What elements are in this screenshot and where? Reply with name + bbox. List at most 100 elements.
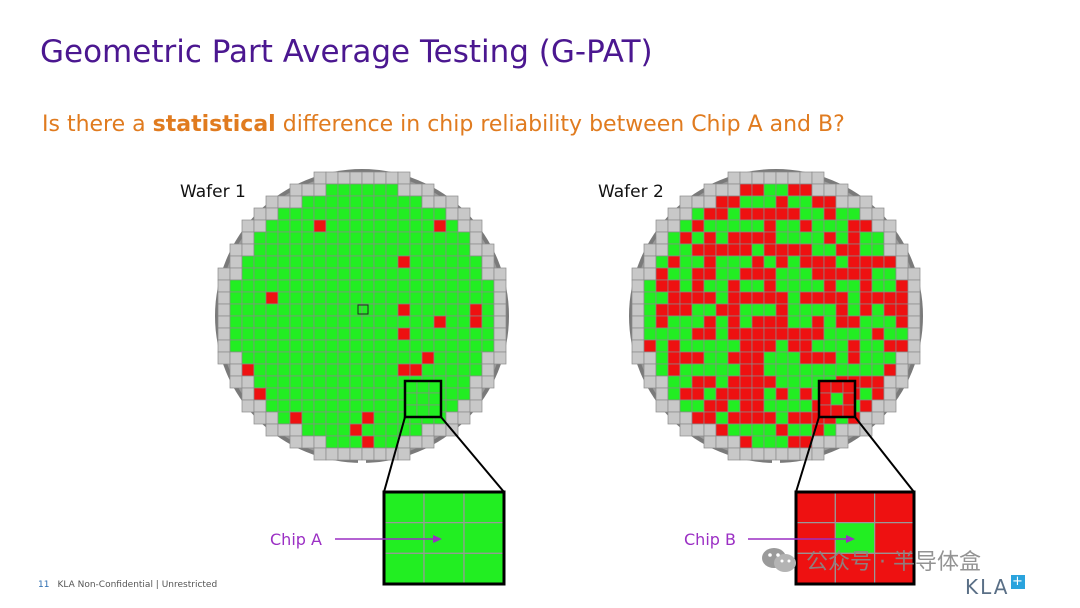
die	[799, 219, 813, 233]
die	[835, 219, 849, 233]
die	[799, 183, 813, 197]
die	[337, 243, 351, 257]
wafer-1-notch	[358, 458, 366, 464]
die	[337, 423, 351, 437]
die	[325, 387, 339, 401]
die	[289, 279, 303, 293]
die	[895, 267, 909, 281]
die	[739, 339, 753, 353]
magnified-die	[463, 522, 505, 554]
die	[301, 327, 315, 341]
die	[739, 195, 753, 209]
die	[421, 435, 435, 449]
die	[799, 327, 813, 341]
die	[289, 435, 303, 449]
die	[847, 351, 861, 365]
die	[883, 267, 897, 281]
die	[481, 303, 495, 317]
die	[421, 231, 435, 245]
die	[751, 375, 765, 389]
die	[313, 255, 327, 269]
leader-line-right	[440, 416, 505, 493]
die	[667, 207, 681, 221]
die	[667, 327, 681, 341]
die	[895, 243, 909, 257]
die	[397, 291, 411, 305]
die	[457, 339, 471, 353]
die	[313, 327, 327, 341]
die	[835, 435, 849, 449]
die	[433, 243, 447, 257]
die	[349, 447, 363, 461]
die	[361, 387, 375, 401]
die	[289, 315, 303, 329]
die	[421, 279, 435, 293]
die	[349, 291, 363, 305]
die	[859, 207, 873, 221]
die	[679, 219, 693, 233]
die	[895, 339, 909, 353]
die	[799, 231, 813, 245]
die	[895, 327, 909, 341]
die	[799, 207, 813, 221]
die	[871, 219, 885, 233]
die	[751, 231, 765, 245]
die	[907, 279, 921, 293]
die	[751, 171, 765, 185]
die	[751, 195, 765, 209]
die	[691, 339, 705, 353]
die	[799, 267, 813, 281]
die	[799, 279, 813, 293]
die	[883, 375, 897, 389]
die	[301, 315, 315, 329]
die	[325, 411, 339, 425]
die	[253, 279, 267, 293]
die	[253, 267, 267, 281]
die	[739, 207, 753, 221]
die	[301, 279, 315, 293]
die	[763, 231, 777, 245]
die	[373, 183, 387, 197]
die	[835, 279, 849, 293]
die	[679, 411, 693, 425]
die	[313, 435, 327, 449]
footer-text: KLA Non-Confidential | Unrestricted	[57, 580, 218, 590]
wafer-1-zoom-box	[403, 379, 443, 419]
die	[691, 279, 705, 293]
die	[715, 339, 729, 353]
die	[823, 315, 837, 329]
die	[655, 315, 669, 329]
die	[241, 267, 255, 281]
die	[289, 243, 303, 257]
die	[481, 339, 495, 353]
die	[325, 435, 339, 449]
die	[457, 291, 471, 305]
die	[253, 387, 267, 401]
die	[241, 327, 255, 341]
die	[469, 375, 483, 389]
die	[631, 279, 645, 293]
die	[397, 315, 411, 329]
die	[265, 267, 279, 281]
die	[727, 435, 741, 449]
die	[277, 351, 291, 365]
die	[703, 183, 717, 197]
die	[739, 411, 753, 425]
die	[871, 327, 885, 341]
die	[313, 219, 327, 233]
chip-a-magnified-box	[382, 490, 506, 586]
die	[277, 399, 291, 413]
die	[643, 351, 657, 365]
die	[703, 303, 717, 317]
die	[691, 267, 705, 281]
die	[751, 399, 765, 413]
die	[679, 243, 693, 257]
die	[703, 339, 717, 353]
die	[823, 291, 837, 305]
die	[667, 231, 681, 245]
page-title: Geometric Part Average Testing (G-PAT)	[40, 34, 653, 70]
die	[469, 363, 483, 377]
footer: 11 KLA Non-Confidential | Unrestricted	[38, 580, 217, 590]
die	[679, 195, 693, 209]
